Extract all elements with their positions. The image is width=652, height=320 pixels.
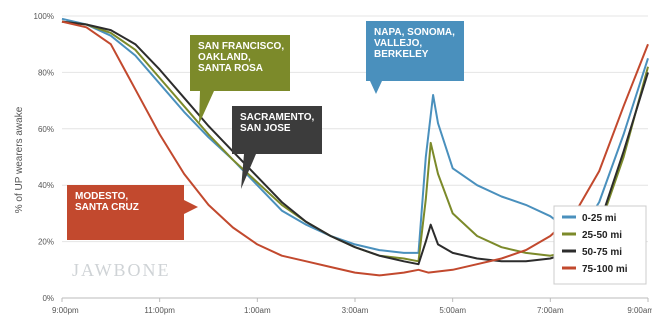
y-axis-label: % of UP wearers awake (14, 106, 25, 213)
callout-text: SAN FRANCISCO, (198, 41, 284, 52)
legend-label: 50-75 mi (582, 247, 622, 258)
legend-box (553, 205, 647, 285)
y-tick-label: 40% (38, 181, 54, 190)
y-tick-label: 0% (42, 294, 54, 303)
x-tick-label: 9:00am (627, 306, 652, 315)
x-tick-label: 5:00am (439, 306, 466, 315)
callout-text: VALLEJO, (374, 38, 422, 49)
x-tick-label: 11:00pm (144, 306, 175, 315)
y-tick-label: 60% (38, 125, 54, 134)
callout-box (67, 185, 184, 240)
callout-text: SANTA ROSA (198, 63, 263, 74)
callout-pointer (184, 200, 198, 214)
callout-text: OAKLAND, (198, 52, 251, 63)
callout-pointer (241, 154, 256, 189)
callout-text: NAPA, SONOMA, (374, 27, 455, 38)
callout-4: MODESTO,SANTA CRUZ (67, 185, 198, 240)
x-tick-label: 9:00pm (52, 306, 79, 315)
callout-1: SAN FRANCISCO,OAKLAND,SANTA ROSA (190, 35, 290, 124)
callout-text: SACRAMENTO, (240, 112, 314, 123)
legend-label: 0-25 mi (582, 213, 617, 224)
jawbone-watermark: JAWBONE (72, 260, 171, 280)
series-line-75-100mi (61, 20, 649, 277)
x-tick-label: 7:00am (537, 306, 564, 315)
callout-text: SAN JOSE (240, 123, 291, 134)
callout-box (190, 35, 290, 91)
callout-pointer (370, 81, 382, 94)
callout-pointer (199, 91, 214, 124)
callouts: SAN FRANCISCO,OAKLAND,SANTA ROSASACRAMEN… (67, 21, 464, 240)
callout-text: SANTA CRUZ (75, 202, 139, 213)
y-axis-ticks: 0% 20% 40% 60% 80% 100% (34, 12, 54, 303)
callout-box (232, 106, 322, 154)
y-tick-label: 100% (34, 12, 54, 21)
y-tick-label: 20% (38, 238, 54, 247)
y-tick-label: 80% (38, 68, 54, 77)
x-axis-ticks: 9:00pm 11:00pm 1:00am 3:00am 5:00am 7:00am 9:0… (52, 298, 652, 315)
legend-label: 75-100 mi (582, 264, 628, 275)
series-line-50-75mi (61, 20, 649, 266)
callout-text: MODESTO, (75, 191, 128, 202)
legend: 0-25 mi 25-50 mi 50-75 mi 75-100 mi (553, 205, 647, 285)
callout-text: BERKELEY (374, 49, 429, 60)
callout-2: SACRAMENTO,SAN JOSE (232, 106, 322, 189)
x-tick-label: 3:00am (342, 306, 369, 315)
series-line-25-50mi (61, 20, 649, 263)
callout-box (366, 21, 464, 81)
callout-3: NAPA, SONOMA,VALLEJO,BERKELEY (366, 21, 464, 94)
x-tick-label: 1:00am (244, 306, 271, 315)
legend-label: 25-50 mi (582, 230, 622, 241)
